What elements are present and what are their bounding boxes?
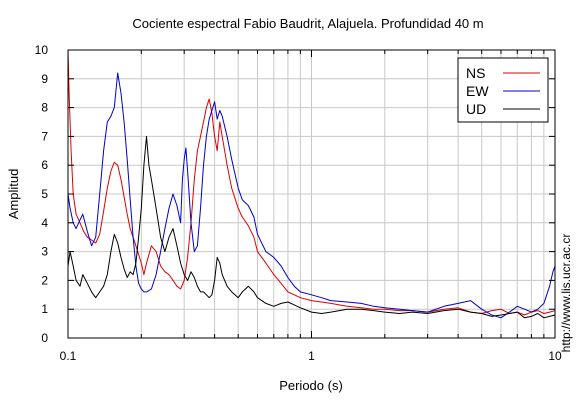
x-tick-label: 10 (548, 349, 562, 363)
y-tick-label: 4 (41, 216, 48, 230)
legend-box (457, 57, 549, 123)
y-tick-label: 2 (41, 273, 48, 287)
series-group (67, 49, 556, 319)
x-tick-label: 1 (308, 349, 315, 363)
series-line-ud (67, 135, 556, 319)
source-url: http://www.lis.ucr.ac.cr (559, 234, 573, 353)
y-tick-label: 7 (41, 129, 48, 143)
series-line-ns (67, 49, 556, 316)
x-axis-label: Periodo (s) (279, 378, 343, 393)
axes: 0.1 1 10 0 1 2 3 4 5 6 7 8 9 10 (35, 43, 562, 363)
legend-label-ns: NS (466, 65, 485, 81)
chart-title: Cociente espectral Fabio Baudrit, Alajue… (132, 16, 483, 31)
x-tick-label: 0.1 (60, 349, 77, 363)
legend: NS EW UD (457, 57, 549, 123)
y-tick-label: 10 (35, 43, 49, 57)
y-axis-label: Amplitud (6, 169, 21, 220)
y-tick-label: 5 (41, 187, 48, 201)
y-tick-label: 8 (41, 101, 48, 115)
y-tick-label: 3 (41, 245, 48, 259)
y-tick-label: 0 (41, 331, 48, 345)
y-tick-label: 9 (41, 72, 48, 86)
legend-label-ud: UD (466, 101, 486, 117)
series-line-ew (67, 72, 556, 319)
y-tick-label: 1 (41, 302, 48, 316)
y-tick-label: 6 (41, 158, 48, 172)
legend-label-ew: EW (466, 83, 489, 99)
